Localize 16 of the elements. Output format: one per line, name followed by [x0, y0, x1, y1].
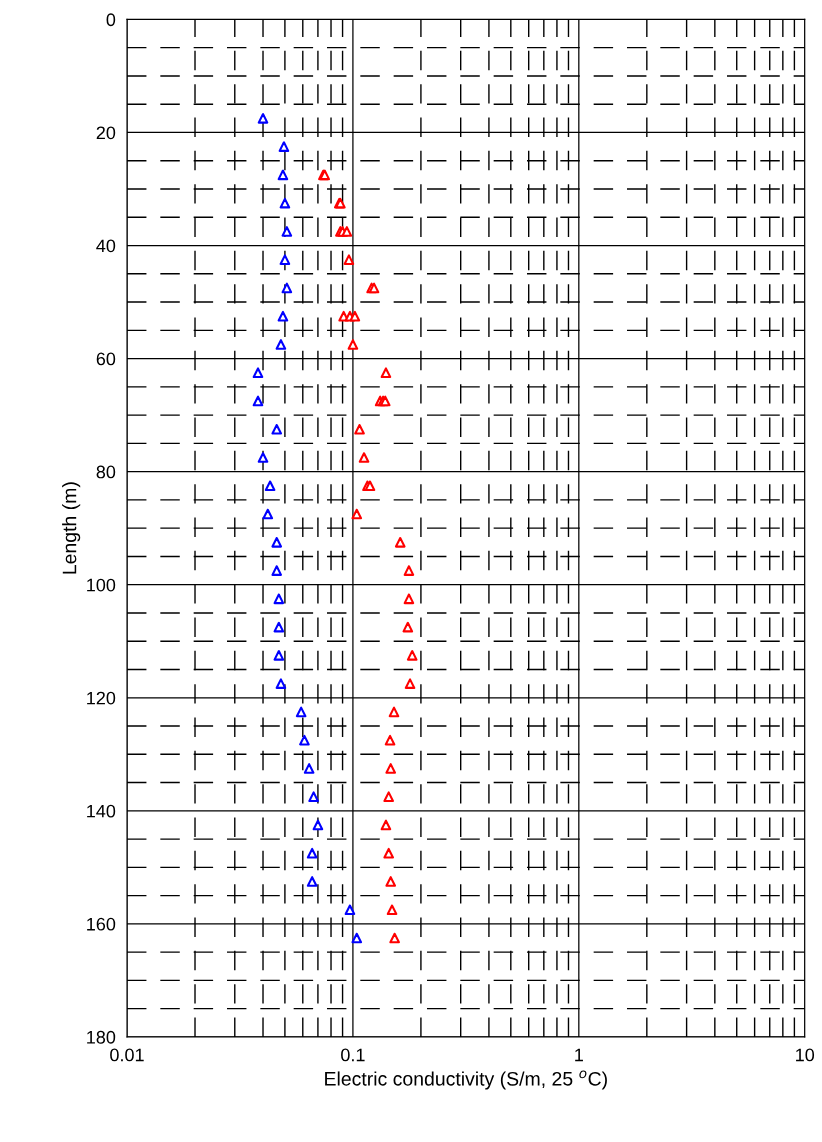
y-tick-label: 60: [96, 352, 116, 366]
x-tick-label: 10: [796, 1048, 815, 1062]
y-tick-label: 20: [96, 126, 116, 140]
y-tick-label: 160: [87, 917, 116, 931]
y-tick-label: 40: [96, 239, 116, 253]
y-axis-title: Length (m): [62, 482, 81, 574]
y-tick-label: 80: [96, 465, 116, 479]
x-tick-label: 0.1: [341, 1048, 365, 1062]
x-axis-title: Electric conductivity (S/m, 25 $^{o}$C): [325, 1070, 607, 1090]
x-tick-label: 1: [575, 1048, 583, 1062]
y-tick-label: 120: [87, 691, 116, 705]
y-tick-label: 140: [87, 804, 116, 818]
x-tick-label: 0.01: [110, 1048, 144, 1062]
y-tick-label: 180: [87, 1030, 116, 1044]
y-tick-label: 0: [106, 13, 116, 27]
y-tick-label: 100: [87, 578, 116, 592]
